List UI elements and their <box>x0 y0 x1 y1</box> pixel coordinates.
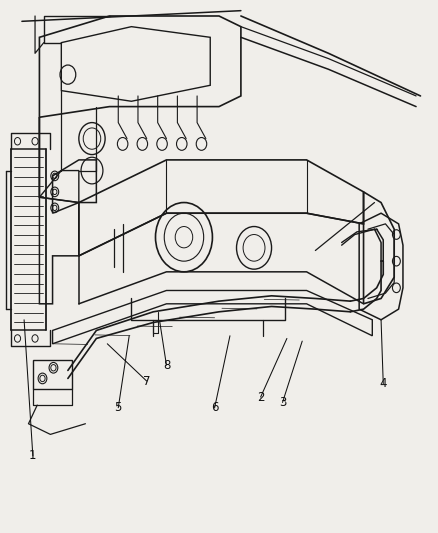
Text: 8: 8 <box>163 359 170 372</box>
Text: 1: 1 <box>29 449 37 462</box>
Text: 7: 7 <box>143 375 151 387</box>
Text: 2: 2 <box>257 391 265 403</box>
Text: 4: 4 <box>379 377 387 390</box>
Text: 3: 3 <box>279 396 286 409</box>
Text: 5: 5 <box>115 401 122 414</box>
Text: 6: 6 <box>211 401 219 414</box>
